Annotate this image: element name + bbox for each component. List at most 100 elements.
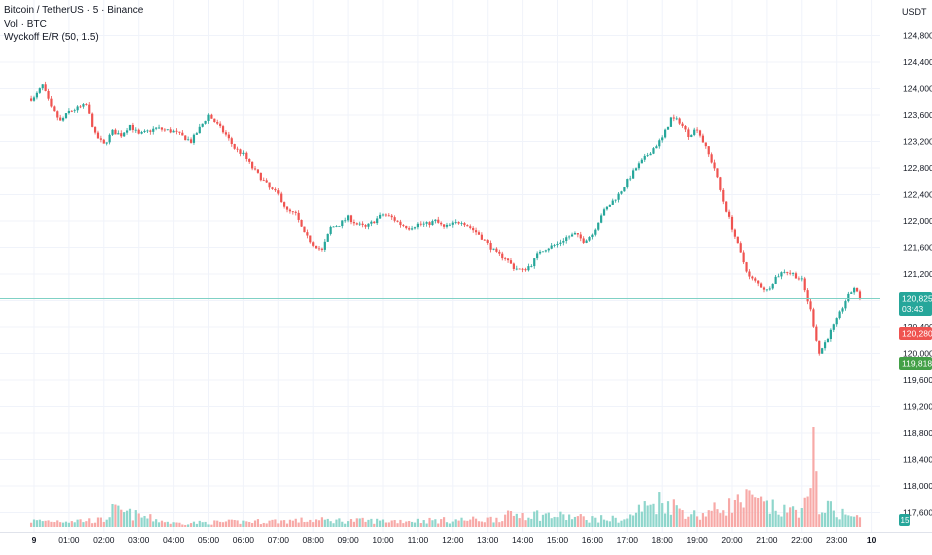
candle-body <box>160 127 164 130</box>
candle-body <box>332 226 335 228</box>
volume-bar <box>280 520 283 527</box>
candle-body <box>626 179 629 188</box>
candle-body <box>745 262 748 272</box>
candle-body <box>789 272 792 274</box>
volume-bar <box>832 510 835 527</box>
volume-bar <box>579 514 582 527</box>
volume-bar <box>655 514 658 527</box>
candle-body <box>221 126 225 133</box>
candle-body <box>32 97 36 101</box>
candle-body <box>794 273 798 279</box>
volume-bar <box>416 518 419 527</box>
candle-body <box>181 132 184 136</box>
volume-bar <box>757 497 760 527</box>
volume-bar <box>506 510 510 527</box>
volume-bar <box>547 512 550 527</box>
volume-bar <box>797 517 800 527</box>
volume-bar <box>536 510 539 527</box>
candle-body <box>855 287 859 292</box>
candle-body <box>230 138 233 144</box>
candle-body <box>146 130 149 132</box>
volume-bar <box>521 512 524 527</box>
candle-body <box>300 219 303 227</box>
candle-body <box>326 233 329 242</box>
candle-body <box>818 340 821 354</box>
volume-bar <box>355 518 358 527</box>
volume-bar <box>408 520 411 527</box>
candle-body <box>47 90 50 99</box>
volume-bar <box>457 520 460 527</box>
volume-bar <box>559 511 562 527</box>
candle-body <box>797 278 800 280</box>
candle-body <box>858 291 862 299</box>
candle-body <box>291 211 294 213</box>
volume-bar <box>70 521 73 527</box>
wyckoff-indicator-title[interactable]: Wyckoff E/R (50, 1.5) <box>4 32 99 43</box>
volume-bar <box>751 494 754 527</box>
volume-bar <box>684 518 687 527</box>
candle-body <box>294 211 297 213</box>
candle-body <box>50 98 53 107</box>
volume-indicator-title[interactable]: Vol · BTC <box>4 18 47 30</box>
candle-body <box>786 271 789 273</box>
volume-bar <box>283 520 286 527</box>
candle-body <box>646 155 649 157</box>
candle-body <box>847 293 850 302</box>
volume-bar <box>661 503 664 527</box>
candle-body <box>297 212 300 220</box>
volume-bar <box>632 515 635 527</box>
candle-body <box>274 188 277 191</box>
volume-bar <box>786 512 789 527</box>
volume-bar <box>131 520 134 527</box>
candle-body <box>405 225 408 229</box>
volume-bar <box>640 511 643 527</box>
candle-body <box>117 133 120 135</box>
price-tick-label: 124,400.00 <box>903 57 932 67</box>
price-tick-label: 121,600.00 <box>903 243 932 253</box>
candle-body <box>512 263 515 269</box>
volume-bar <box>806 496 809 527</box>
symbol-title[interactable]: Bitcoin / TetherUS · 5 · Binance <box>4 5 144 16</box>
volume-bar <box>637 504 641 527</box>
candle-body <box>413 227 417 229</box>
volume-bar <box>431 520 434 527</box>
candle-body <box>780 272 783 277</box>
candle-body <box>643 155 646 160</box>
volume-bar <box>320 517 324 527</box>
candle-body <box>800 278 803 280</box>
volume-bar <box>451 521 454 527</box>
volume-bar <box>204 521 207 527</box>
volume-bar <box>515 513 518 527</box>
volume-bar <box>518 518 521 527</box>
time-tick-label: 16:00 <box>582 535 604 545</box>
candle-body <box>698 130 702 136</box>
candle-body <box>381 214 385 216</box>
candle-body <box>844 301 847 309</box>
price-tick-label: 117,600.00 <box>903 508 932 518</box>
volume-bar <box>850 516 853 527</box>
candle-body <box>853 287 856 293</box>
candle-body <box>271 187 274 189</box>
volume-bar <box>117 505 120 527</box>
volume-bar <box>143 515 146 527</box>
volume-bar <box>460 517 463 527</box>
volume-bar <box>349 519 353 527</box>
candle-body <box>841 308 844 312</box>
volume-bar <box>178 522 181 527</box>
candle-body <box>253 168 257 170</box>
volume-bar <box>256 519 260 527</box>
volume-bar <box>198 520 201 527</box>
volume-bar <box>29 522 33 527</box>
volume-bar <box>338 518 341 527</box>
volume-bar <box>390 520 393 527</box>
time-tick-label: 23:00 <box>826 535 848 545</box>
volume-bar <box>189 523 193 527</box>
countdown-value: 03:43 <box>902 304 924 314</box>
level-red-badge: 120,280.35 <box>899 327 932 340</box>
price-axis-bg[interactable] <box>880 0 932 532</box>
volume-bar <box>777 514 780 527</box>
volume-bar <box>713 502 716 527</box>
volume-bar <box>38 519 41 527</box>
